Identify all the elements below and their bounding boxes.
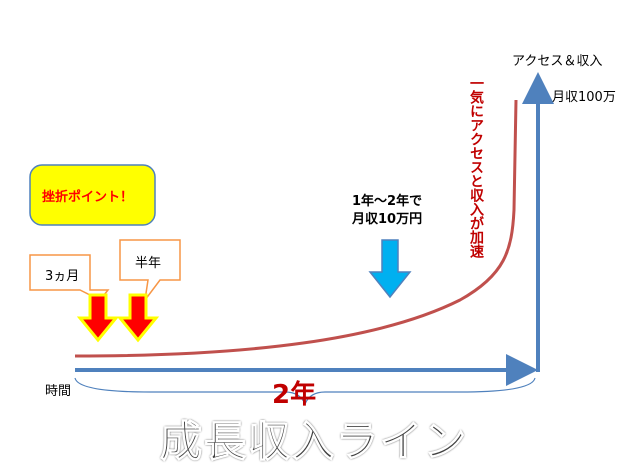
annotation: 一気にアクセスと収入が加速	[468, 76, 484, 258]
callout-title: 挫折ポイント！	[42, 190, 134, 205]
milestone-top: 月収100万	[552, 90, 616, 105]
milestone-line: 1年〜2年で	[352, 194, 423, 209]
callout-text: 3ヵ月	[45, 269, 80, 284]
callout-second	[119, 239, 181, 301]
callout-box	[29, 164, 156, 226]
title: 成長収入ライン	[159, 417, 469, 467]
span-label: 2年	[272, 380, 317, 410]
callout-text: 半年	[135, 256, 162, 271]
red-arrow	[116, 293, 160, 343]
y-axis-label: アクセス＆収入	[512, 54, 603, 69]
red-arrow	[76, 293, 120, 343]
milestone-line: 月収10万円	[352, 212, 423, 227]
blue-arrow	[368, 239, 412, 299]
x-axis-label: 時間	[45, 384, 72, 399]
growth-curve	[74, 99, 518, 358]
brace	[74, 377, 536, 406]
